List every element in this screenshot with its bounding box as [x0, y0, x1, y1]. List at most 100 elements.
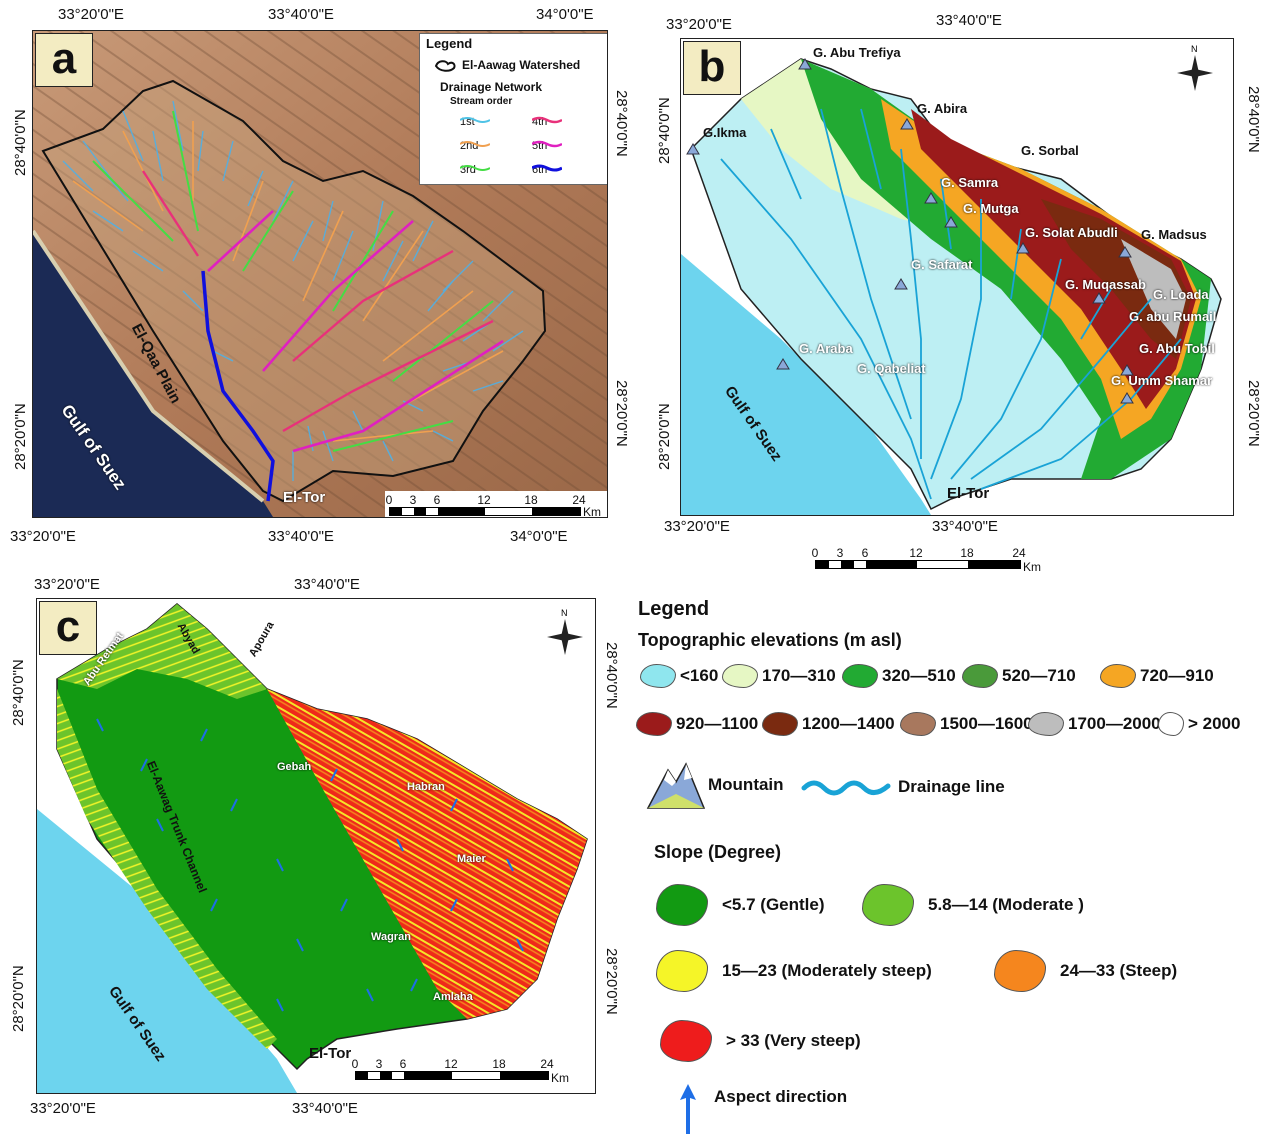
coord-a-right-2: 28°20'0"N: [613, 380, 630, 447]
coord-a-top-3: 34°0'0"E: [536, 6, 594, 23]
gulf-water-c: [37, 809, 297, 1093]
elevation-1200-1400: [1041, 199, 1191, 359]
legend-title: Legend: [638, 598, 710, 620]
coord-a-top-2: 33°40'0"E: [268, 6, 334, 23]
mountain-label-9: G. Muqassab: [1065, 277, 1146, 292]
slope-item-1: 5.8—14 (Moderate ): [862, 884, 1084, 926]
mountain-icon: [646, 762, 706, 809]
coord-b-left-2: 28°20'0"N: [656, 403, 673, 470]
el-tor-label-b: El-Tor: [947, 485, 990, 502]
coord-c-right-2: 28°20'0"N: [603, 948, 620, 1015]
panel-b-label: b: [683, 41, 741, 95]
aspect-arrow-icon: [680, 1084, 696, 1134]
mountain-label-1: G. Abira: [917, 101, 968, 116]
mountain-label-12: G. Araba: [799, 341, 853, 356]
legend-a-order-1: 1st: [460, 116, 490, 128]
mountain-label-11: G. abu Rumail: [1129, 309, 1217, 324]
coord-a-bottom-3: 34°0'0"E: [510, 528, 568, 545]
svg-text:N: N: [561, 608, 568, 618]
elev-item-2: 320—510: [842, 664, 956, 688]
elev-item-7: 1500—1600: [900, 712, 1033, 736]
legend-a-stream-order: Stream order: [450, 96, 513, 107]
legend-a-network: Drainage Network: [440, 80, 543, 94]
coord-a-left-1: 28°40'0"N: [12, 109, 29, 176]
coord-b-bottom-2: 33°40'0"E: [932, 518, 998, 535]
coord-b-top-1: 33°20'0"E: [666, 16, 732, 33]
mountain-label-7: G. Madsus: [1141, 227, 1207, 242]
coord-b-right-2: 28°20'0"N: [1245, 380, 1262, 447]
panel-b-svg: [681, 58, 1222, 515]
coord-b-left-1: 28°40'0"N: [656, 97, 673, 164]
slope-legend-title: Slope (Degree): [654, 842, 782, 862]
legend-a-order-5: 5th: [532, 140, 562, 152]
drainage-legend-item: Drainage line: [800, 776, 1005, 798]
elevation-legend-title: Topographic elevations (m asl): [638, 630, 902, 650]
coord-c-bottom-2: 33°40'0"E: [292, 1100, 358, 1117]
elev-item-5: 920—1100: [636, 712, 758, 736]
el-tor-label-c: El-Tor: [309, 1045, 352, 1062]
gulf-water-b: [681, 254, 931, 515]
coord-a-top-1: 33°20'0"E: [58, 6, 124, 23]
drainage-line-icon: [801, 780, 891, 796]
slope-item-4: > 33 (Very steep): [660, 1020, 861, 1062]
mountain-label-10: G. Loada: [1153, 287, 1209, 302]
fifth-order-streams: [207, 210, 504, 453]
coord-c-top-1: 33°20'0"E: [34, 576, 100, 593]
mountain-label-6: G. Solat Abudli: [1025, 225, 1118, 240]
steep-slope-zone: [267, 689, 587, 1019]
panel-a-label: a: [35, 33, 93, 87]
sixth-order-trunk-stream: [201, 270, 275, 502]
slope-item-2: 15—23 (Moderately steep): [656, 950, 932, 992]
coastline: [33, 229, 265, 503]
panel-c-svg: [37, 603, 588, 1093]
scalebar-b-unit: Km: [1023, 560, 1041, 574]
elev-item-6: 1200—1400: [762, 712, 895, 736]
mountain-label-14: G. Qabeliat: [857, 361, 926, 376]
drainage-lines-b: [720, 108, 1182, 500]
elev-item-1: 170—310: [722, 664, 836, 688]
elev-item-8: 1700—2000: [1028, 712, 1161, 736]
scalebar-c-unit: Km: [551, 1071, 569, 1085]
elev-item-0: <160: [640, 664, 718, 688]
wadi-label-5: Maier: [457, 853, 486, 865]
panel-c-map: c Abyad Abu Retmat Apoura Gebah Habran M…: [36, 598, 596, 1094]
panel-a-legend: Legend El-Aawag Watershed Drainage Netwo…: [419, 33, 607, 185]
wadi-label-4: Habran: [407, 781, 445, 793]
north-arrow-c-icon: N: [547, 608, 583, 655]
mountain-label-5: G. Mutga: [963, 201, 1019, 216]
mountain-label-13: G. Abu Tobil: [1139, 341, 1215, 356]
slope-item-0: <5.7 (Gentle): [656, 884, 825, 926]
coord-b-right-1: 28°40'0"N: [1245, 86, 1262, 153]
panel-a-map: a El-Qaa Plain Gulf of Suez El-Tor Legen…: [32, 30, 608, 518]
coord-a-left-2: 28°20'0"N: [12, 403, 29, 470]
scalebar-c: 0 3 6 12 18 24 Km: [351, 1057, 569, 1085]
scalebar-b: 0 3 6 12 18 24 Km: [811, 546, 1041, 574]
coord-a-bottom-2: 33°40'0"E: [268, 528, 334, 545]
legend-a-order-2: 2nd: [460, 140, 490, 152]
elev-item-9: > 2000: [1158, 712, 1240, 736]
mountain-label-0: G. Abu Trefiya: [813, 45, 901, 60]
elevation-920-1100: [911, 109, 1196, 409]
watershed-swatch-icon: [434, 60, 456, 72]
fourth-order-streams: [141, 170, 494, 433]
coord-a-right-1: 28°40'0"N: [613, 90, 630, 157]
coord-c-left-2: 28°20'0"N: [10, 965, 27, 1032]
legend-a-order-6: 6th: [532, 164, 562, 176]
elevation-1700-2000: [1121, 239, 1186, 339]
coord-b-bottom-1: 33°20'0"E: [664, 518, 730, 535]
el-tor-label-a: El-Tor: [283, 489, 326, 506]
aspect-legend-item: Aspect direction: [678, 1082, 847, 1136]
coord-b-top-2: 33°40'0"E: [936, 12, 1002, 29]
coord-c-bottom-1: 33°20'0"E: [30, 1100, 96, 1117]
mountain-label-2: G.Ikma: [703, 125, 747, 140]
moderate-slope-zone: [57, 604, 267, 699]
coord-a-bottom-1: 33°20'0"E: [10, 528, 76, 545]
coord-c-left-1: 28°40'0"N: [10, 659, 27, 726]
wadi-label-7: Amlaha: [433, 991, 473, 1003]
mountain-legend-item: Mountain: [646, 758, 784, 812]
scalebar-a: 0 3 6 12 18 24 Km: [385, 491, 607, 517]
legend-a-title: Legend: [426, 36, 473, 51]
legend-a-order-4: 4th: [532, 116, 562, 128]
mountain-symbols-b: [686, 58, 1134, 404]
wadi-label-6: Wagran: [371, 931, 411, 943]
